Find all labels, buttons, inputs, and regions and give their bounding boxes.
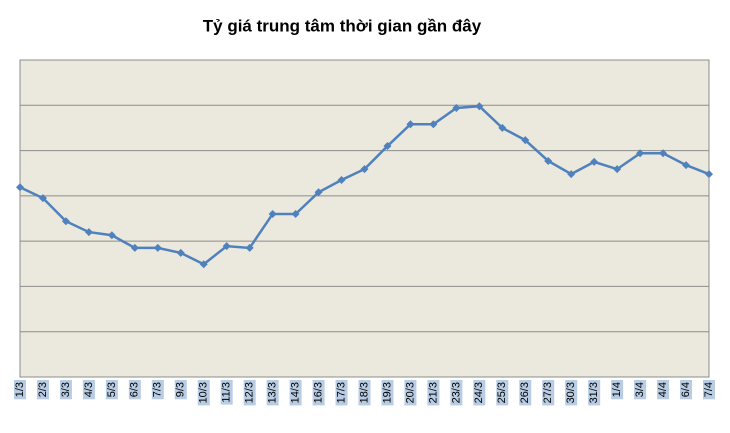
marker [61, 217, 70, 226]
x-tick-label: 6/4 [680, 382, 692, 397]
marker [360, 165, 369, 174]
x-tick-label: 7/4 [703, 382, 715, 397]
marker [153, 243, 162, 252]
marker [636, 149, 645, 158]
x-tick-label-bg [14, 380, 26, 400]
marker [590, 157, 599, 166]
x-tick-label-bg [289, 380, 302, 406]
marker [383, 142, 392, 151]
x-tick-label-bg [542, 380, 555, 406]
marker [544, 156, 553, 165]
x-tick-label: 23/3 [450, 382, 462, 403]
x-tick-label: 17/3 [335, 382, 347, 403]
plot-area [19, 59, 710, 378]
marker [429, 120, 438, 129]
marker [314, 188, 323, 197]
x-tick-label: 21/3 [427, 382, 439, 403]
x-tick-label: 20/3 [404, 382, 416, 403]
marker [705, 170, 713, 179]
x-tick-label: 26/3 [519, 382, 531, 403]
marker [682, 161, 691, 170]
marker [16, 183, 24, 192]
x-tick-label-bg [427, 380, 440, 406]
x-tick-label-bg [59, 380, 72, 400]
x-tick-label: 1/4 [611, 382, 623, 397]
x-tick-label: 31/3 [588, 382, 600, 403]
x-tick-label: 13/3 [267, 382, 279, 403]
x-tick-label: 12/3 [244, 382, 256, 403]
x-tick-label-bg [634, 380, 647, 400]
x-tick-label: 2/3 [37, 382, 49, 397]
x-tick-label-bg [312, 380, 325, 406]
marker [406, 120, 415, 129]
marker [38, 194, 47, 203]
marker [245, 243, 254, 252]
x-tick-label-bg [680, 380, 693, 400]
x-tick-label: 4/4 [657, 382, 669, 397]
x-tick-label-bg [105, 380, 118, 400]
x-tick-label-bg [128, 380, 141, 400]
x-tick-label-bg [519, 380, 532, 406]
x-tick-label-bg [496, 380, 509, 406]
x-tick-label: 18/3 [358, 382, 370, 403]
x-tick-label: 16/3 [312, 382, 324, 403]
x-tick-label-bg [220, 380, 233, 405]
x-tick-label-bg [36, 380, 49, 400]
chart-title: Tỷ giá trung tâm thời gian gần đây [203, 16, 482, 35]
x-tick-label: 4/3 [83, 382, 95, 397]
x-tick-label-bg [174, 380, 187, 400]
x-tick-label: 3/4 [634, 382, 646, 397]
x-tick-label: 30/3 [565, 382, 577, 403]
x-tick-label: 1/3 [14, 382, 26, 397]
marker [130, 243, 139, 252]
x-tick-label: 11/3 [221, 382, 233, 403]
x-tick-label: 7/3 [152, 382, 164, 397]
x-tick-label-bg [151, 380, 164, 400]
x-tick-label-bg [266, 380, 279, 406]
x-tick-label: 6/3 [129, 382, 141, 397]
marker [613, 165, 622, 174]
marker [337, 176, 346, 185]
x-tick-label: 3/3 [60, 382, 72, 397]
x-tick-label-bg [565, 380, 578, 406]
x-tick-label-bg [82, 380, 95, 400]
marker [452, 104, 461, 113]
x-tick-label-bg [657, 380, 670, 400]
x-tick-label-bg [703, 380, 715, 400]
x-tick-label: 19/3 [381, 382, 393, 403]
x-tick-label-bg [588, 380, 601, 406]
marker [521, 136, 530, 145]
marker [498, 123, 507, 132]
marker [107, 231, 116, 240]
marker [475, 102, 484, 111]
x-tick-label: 5/3 [106, 382, 118, 397]
marker [84, 228, 93, 237]
marker [567, 170, 576, 179]
x-tick-label: 25/3 [496, 382, 508, 403]
x-tick-label-bg [243, 380, 256, 406]
x-tick-label: 14/3 [290, 382, 302, 403]
x-tick-label-bg [197, 380, 210, 406]
marker [199, 260, 208, 269]
marker [291, 209, 300, 218]
x-tick-label-bg [473, 380, 486, 406]
x-tick-label-bg [404, 380, 417, 406]
x-tick-label: 24/3 [473, 382, 485, 403]
x-tick-label: 10/3 [198, 382, 210, 403]
x-tick-label-bg [381, 380, 394, 406]
marker [222, 242, 231, 251]
marker [268, 209, 277, 218]
marker [176, 248, 185, 257]
marker [659, 149, 668, 158]
x-tick-label-bg [611, 380, 624, 400]
x-tick-label-bg [335, 380, 348, 406]
x-tick-label: 27/3 [542, 382, 554, 403]
x-tick-label-bg [358, 380, 371, 406]
x-tick-label-bg [450, 380, 463, 406]
x-tick-label: 9/3 [175, 382, 187, 397]
